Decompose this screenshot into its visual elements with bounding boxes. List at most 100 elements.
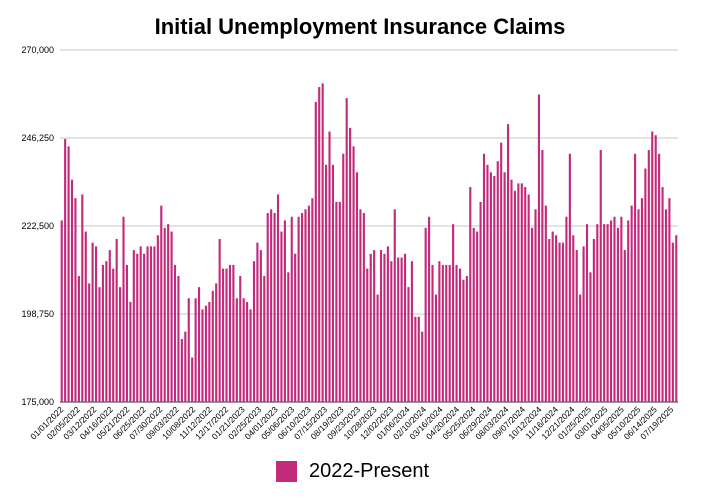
bar: [122, 216, 125, 402]
bar: [201, 309, 204, 402]
bar: [537, 94, 541, 403]
bar: [263, 276, 266, 402]
bar: [194, 298, 197, 402]
bar: [603, 224, 606, 402]
bar: [472, 227, 475, 402]
bar: [136, 253, 139, 402]
bar: [283, 220, 286, 402]
bar: [455, 264, 458, 402]
bar: [582, 246, 585, 402]
bar: [342, 153, 345, 402]
bar: [390, 261, 393, 402]
bar: [503, 172, 506, 402]
bar: [506, 124, 510, 403]
bar: [266, 213, 269, 402]
bar: [462, 279, 465, 402]
bar: [290, 216, 293, 402]
bar: [658, 153, 661, 402]
bar: [640, 198, 644, 402]
bar: [630, 205, 633, 402]
bar: [167, 224, 170, 402]
bar: [517, 183, 520, 402]
bar: [589, 272, 592, 402]
bar: [400, 257, 403, 402]
bar: [431, 264, 434, 402]
bar: [352, 146, 355, 402]
bar: [108, 250, 111, 402]
bar: [345, 98, 348, 403]
bar: [565, 216, 568, 402]
bar: [452, 224, 455, 402]
bar: [218, 238, 221, 402]
bar: [273, 213, 276, 402]
bar: [476, 231, 479, 402]
bar: [534, 209, 537, 402]
bar: [644, 168, 647, 402]
bar: [579, 294, 582, 402]
bar: [335, 201, 338, 402]
bar: [458, 268, 462, 402]
bar: [421, 331, 424, 402]
bar: [98, 287, 101, 402]
bar: [146, 246, 149, 402]
bar: [651, 131, 654, 402]
bar: [599, 150, 602, 402]
bar: [634, 153, 637, 402]
bar: [115, 238, 118, 402]
gridlines: [60, 49, 678, 403]
bar: [359, 209, 362, 402]
bar: [225, 268, 228, 402]
bar: [170, 231, 173, 402]
bar: [675, 235, 678, 402]
bar: [67, 146, 70, 402]
bar: [160, 205, 163, 402]
bar: [287, 272, 290, 402]
bar: [393, 209, 396, 402]
bar: [531, 227, 534, 402]
bar: [173, 264, 177, 402]
bar: [606, 224, 609, 402]
bar: [383, 253, 386, 402]
bar: [500, 142, 503, 402]
bar: [338, 201, 341, 402]
legend: 2022-Present: [276, 460, 429, 483]
bar: [668, 198, 671, 402]
bar: [331, 164, 335, 402]
bar: [259, 250, 262, 402]
bar: [548, 238, 551, 402]
bar: [438, 261, 441, 402]
bar: [620, 216, 623, 402]
bar: [239, 276, 242, 402]
bar: [314, 101, 317, 403]
bar: [414, 316, 417, 402]
bar: [60, 220, 63, 402]
bar: [572, 235, 575, 402]
bar: [616, 227, 619, 402]
bar: [355, 172, 359, 402]
bar: [520, 183, 523, 402]
bar: [493, 175, 496, 402]
bar: [585, 224, 589, 402]
legend-swatch: [276, 461, 297, 482]
bar: [328, 131, 331, 402]
y-tick-label: 175,000: [21, 397, 54, 407]
bar: [105, 261, 108, 402]
bar: [156, 235, 159, 402]
bar: [555, 235, 558, 402]
bar: [311, 198, 314, 402]
bar: [664, 209, 668, 402]
bar: [125, 264, 129, 402]
bar: [74, 198, 77, 402]
bar: [647, 150, 650, 402]
bar: [204, 305, 207, 402]
y-axis-ticks: 175,000 198,750 222,500 246,250 270,000: [21, 45, 54, 407]
bar: [256, 242, 259, 402]
bar: [139, 246, 142, 402]
bar: [307, 205, 310, 402]
bar: [661, 187, 664, 402]
bar: [510, 179, 513, 402]
bar: [280, 231, 283, 402]
bar: [211, 290, 214, 402]
bar: [424, 227, 427, 402]
